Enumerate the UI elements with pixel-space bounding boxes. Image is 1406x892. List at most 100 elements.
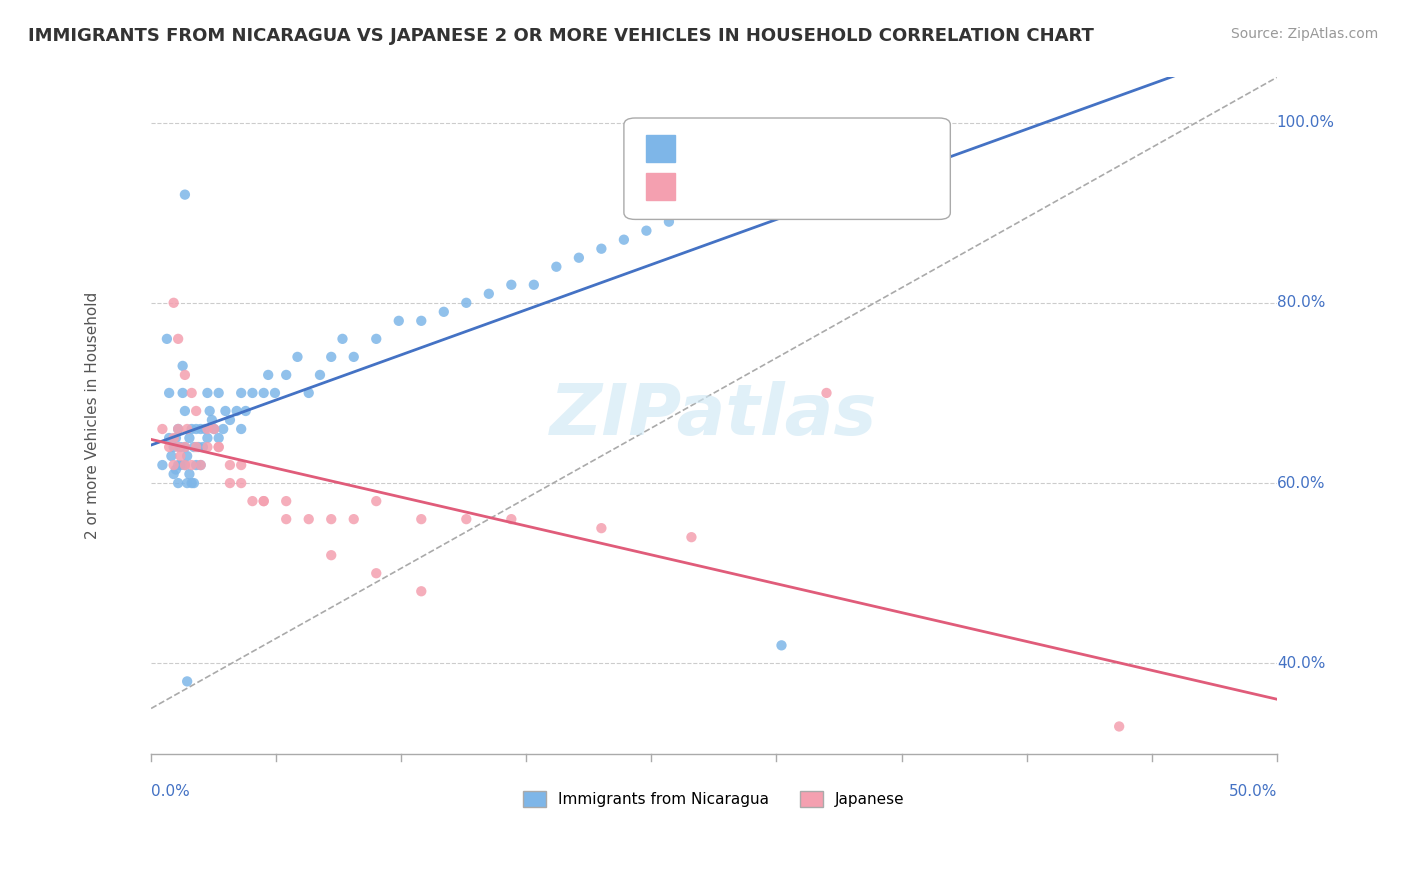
Point <box>167 422 190 436</box>
Point <box>186 422 208 436</box>
Text: 0.0%: 0.0% <box>150 784 190 799</box>
Point <box>456 295 478 310</box>
Point <box>725 196 748 211</box>
Point <box>815 386 838 401</box>
Point <box>167 476 190 491</box>
Text: 2 or more Vehicles in Household: 2 or more Vehicles in Household <box>86 292 100 539</box>
Point <box>198 404 221 418</box>
Point <box>202 422 225 436</box>
Point <box>231 458 253 472</box>
Point <box>163 467 186 481</box>
Point <box>176 449 198 463</box>
Point <box>225 404 247 418</box>
Point <box>183 476 205 491</box>
Point <box>174 440 197 454</box>
Point <box>163 458 186 472</box>
Point <box>180 386 202 401</box>
Point <box>928 143 950 157</box>
Point <box>165 462 187 476</box>
Point <box>180 422 202 436</box>
Point <box>197 386 219 401</box>
Point <box>591 242 613 256</box>
Point <box>613 233 636 247</box>
Point <box>815 169 838 184</box>
Text: ZIPatlas: ZIPatlas <box>550 381 877 450</box>
Point <box>366 494 388 508</box>
Point <box>231 476 253 491</box>
Point <box>187 440 209 454</box>
Point <box>309 368 332 382</box>
Point <box>167 422 190 436</box>
Point <box>298 512 321 526</box>
Bar <box>647 173 675 201</box>
Point <box>208 386 231 401</box>
Point <box>186 458 208 472</box>
Text: IMMIGRANTS FROM NICARAGUA VS JAPANESE 2 OR MORE VEHICLES IN HOUSEHOLD CORRELATIO: IMMIGRANTS FROM NICARAGUA VS JAPANESE 2 … <box>28 27 1094 45</box>
Point <box>681 530 703 544</box>
Point <box>190 458 212 472</box>
Point <box>169 458 191 472</box>
Text: Source: ZipAtlas.com: Source: ZipAtlas.com <box>1230 27 1378 41</box>
Point <box>212 422 235 436</box>
Point <box>411 314 433 328</box>
Point <box>681 205 703 219</box>
Point <box>523 277 546 292</box>
Point <box>201 413 224 427</box>
Text: R =: R = <box>686 179 718 194</box>
Point <box>167 332 190 346</box>
Point <box>276 368 298 382</box>
Point <box>231 422 253 436</box>
Point <box>174 440 197 454</box>
Text: 60.0%: 60.0% <box>1277 475 1326 491</box>
Point <box>321 512 343 526</box>
Point <box>343 512 366 526</box>
Point <box>163 440 186 454</box>
Point <box>343 350 366 364</box>
Point <box>197 431 219 445</box>
Point <box>190 458 212 472</box>
Point <box>163 295 186 310</box>
Point <box>179 467 201 481</box>
Point <box>636 224 658 238</box>
Point <box>332 332 354 346</box>
Point <box>208 440 231 454</box>
Point <box>186 440 208 454</box>
Point <box>180 458 202 472</box>
Point <box>197 422 219 436</box>
Point <box>366 566 388 581</box>
Point <box>366 332 388 346</box>
Point <box>191 440 214 454</box>
Point <box>176 476 198 491</box>
Text: -0.258: -0.258 <box>727 179 776 194</box>
Text: 100.0%: 100.0% <box>1277 115 1334 130</box>
Point <box>157 431 180 445</box>
Point <box>179 431 201 445</box>
Legend: Immigrants from Nicaragua, Japanese: Immigrants from Nicaragua, Japanese <box>517 785 911 814</box>
Point <box>321 350 343 364</box>
Point <box>235 404 257 418</box>
Point <box>253 386 276 401</box>
Point <box>264 386 287 401</box>
Point <box>156 332 179 346</box>
Point <box>174 458 197 472</box>
Point <box>174 368 197 382</box>
Text: 80.0%: 80.0% <box>1277 295 1324 310</box>
Point <box>150 458 173 472</box>
Point <box>163 431 186 445</box>
Point <box>190 422 212 436</box>
Point <box>242 494 264 508</box>
Point <box>219 413 242 427</box>
Point <box>298 386 321 401</box>
Point <box>176 422 198 436</box>
Point <box>172 359 194 373</box>
Text: 46: 46 <box>846 179 866 194</box>
FancyBboxPatch shape <box>624 118 950 219</box>
Point <box>172 386 194 401</box>
Point <box>231 386 253 401</box>
Text: N =: N = <box>806 141 841 156</box>
Point <box>176 674 198 689</box>
Point <box>219 476 242 491</box>
Bar <box>647 135 675 162</box>
Point <box>860 161 883 175</box>
Point <box>174 404 197 418</box>
